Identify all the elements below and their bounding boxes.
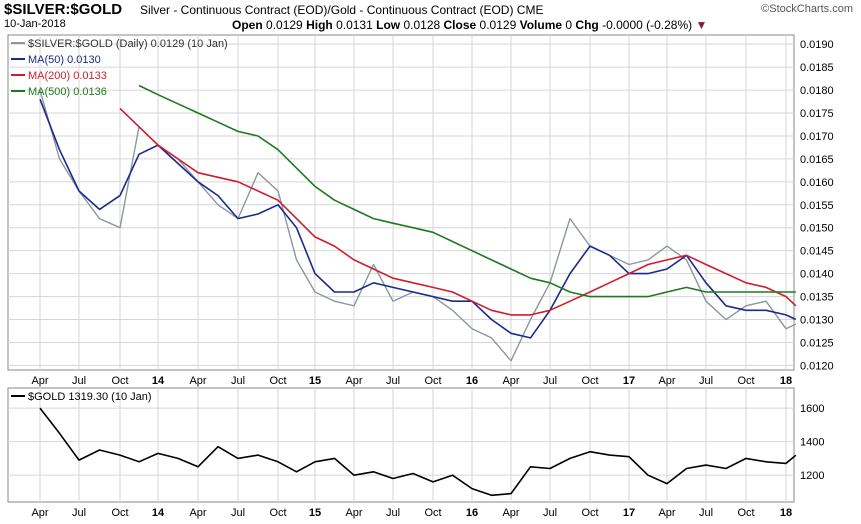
x-tick-label: Apr bbox=[189, 375, 206, 387]
x-tick-label: 14 bbox=[152, 375, 165, 387]
series-line-ma50 bbox=[39, 98, 797, 339]
y-tick-label: 0.0130 bbox=[800, 315, 834, 327]
legend-label-ma500: MA(500) 0.0136 bbox=[28, 86, 107, 98]
panel-frame-lower bbox=[7, 387, 795, 503]
x-tick-label: Jul bbox=[386, 375, 400, 387]
x-tick-label: Oct bbox=[737, 507, 754, 519]
x-tick-label: 17 bbox=[623, 375, 635, 387]
high-value: 0.0131 bbox=[336, 18, 373, 32]
x-tick-label: Oct bbox=[269, 375, 286, 387]
x-tick-label: 16 bbox=[466, 375, 478, 387]
x-tick-label: Jul bbox=[231, 375, 245, 387]
y-tick-label: 0.0170 bbox=[800, 131, 834, 143]
low-value: 0.0128 bbox=[403, 18, 441, 32]
x-tick-label: 17 bbox=[623, 507, 635, 519]
x-tick-label: Jul bbox=[543, 375, 557, 387]
symbol-description: Silver - Continuous Contract (EOD)/Gold … bbox=[140, 3, 544, 17]
x-tick-label: Apr bbox=[345, 507, 362, 519]
close-label: Close bbox=[443, 18, 477, 32]
x-tick-label: Oct bbox=[424, 507, 441, 519]
open-label: Open bbox=[232, 18, 263, 32]
x-tick-label: Oct bbox=[269, 507, 286, 519]
close-value: 0.0129 bbox=[479, 18, 517, 32]
x-tick-label: Jul bbox=[699, 375, 713, 387]
y-tick-label: 0.0190 bbox=[800, 39, 834, 51]
y-tick-label: 0.0165 bbox=[800, 154, 834, 166]
ohlc-readout: Open 0.0129 High 0.0131 Low 0.0128 Close… bbox=[232, 18, 707, 32]
x-tick-label: Oct bbox=[111, 507, 128, 519]
legend-label-ma200: MA(200) 0.0133 bbox=[28, 70, 107, 82]
series-line-ma500 bbox=[138, 84, 796, 298]
copyright-label[interactable]: ©StockCharts.com bbox=[761, 3, 853, 15]
y-tick-label: 1400 bbox=[800, 437, 824, 449]
quote-date: 10-Jan-2018 bbox=[4, 18, 66, 30]
series-line-gold bbox=[39, 407, 797, 497]
x-tick-label: Oct bbox=[424, 375, 441, 387]
low-label: Low bbox=[376, 18, 401, 32]
y-tick-label: 0.0175 bbox=[800, 108, 834, 120]
x-tick-label: Apr bbox=[31, 375, 48, 387]
x-tick-label: Jul bbox=[72, 507, 86, 519]
y-tick-label: 0.0155 bbox=[800, 200, 834, 212]
x-tick-label: Apr bbox=[502, 375, 519, 387]
y-tick-label: 1200 bbox=[800, 470, 824, 482]
x-tick-label: Oct bbox=[737, 375, 754, 387]
x-tick-label: Apr bbox=[189, 507, 206, 519]
x-tick-label: 16 bbox=[466, 507, 478, 519]
x-tick-label: Jul bbox=[543, 507, 557, 519]
y-tick-label: 0.0145 bbox=[800, 246, 834, 258]
legend-label-price: $SILVER:$GOLD (Daily) 0.0129 (10 Jan) bbox=[28, 38, 228, 50]
chg-value: -0.0000 (-0.28%) bbox=[602, 18, 693, 32]
x-tick-label: Jul bbox=[699, 507, 713, 519]
legend-label-gold: $GOLD 1319.30 (10 Jan) bbox=[28, 391, 152, 403]
y-tick-label: 0.0140 bbox=[800, 269, 834, 281]
x-tick-label: 15 bbox=[309, 507, 321, 519]
x-tick-label: Apr bbox=[502, 507, 519, 519]
y-tick-label: 0.0120 bbox=[800, 360, 834, 372]
x-tick-label: Oct bbox=[581, 375, 598, 387]
high-label: High bbox=[306, 18, 333, 32]
y-tick-label: 0.0185 bbox=[800, 62, 834, 74]
x-tick-label: 14 bbox=[152, 507, 165, 519]
x-tick-label: 18 bbox=[780, 375, 792, 387]
symbol-title: $SILVER:$GOLD bbox=[4, 1, 123, 18]
legend-label-ma50: MA(50) 0.0130 bbox=[28, 54, 101, 66]
y-tick-label: 0.0150 bbox=[800, 223, 834, 235]
x-tick-label: Apr bbox=[345, 375, 362, 387]
x-tick-label: Oct bbox=[111, 375, 128, 387]
x-tick-label: Jul bbox=[231, 507, 245, 519]
x-tick-label: Jul bbox=[386, 507, 400, 519]
x-tick-label: 18 bbox=[780, 507, 792, 519]
chg-label: Chg bbox=[575, 18, 599, 32]
x-tick-label: Oct bbox=[581, 507, 598, 519]
x-tick-label: Apr bbox=[658, 375, 675, 387]
y-tick-label: 0.0180 bbox=[800, 85, 834, 97]
y-tick-label: 0.0125 bbox=[800, 337, 834, 349]
down-arrow-icon: ▼ bbox=[695, 18, 708, 32]
volume-label: Volume bbox=[519, 18, 563, 32]
x-tick-label: Jul bbox=[72, 375, 86, 387]
x-tick-label: Apr bbox=[31, 507, 48, 519]
x-tick-label: 15 bbox=[309, 375, 321, 387]
y-tick-label: 0.0135 bbox=[800, 292, 834, 304]
x-tick-label: Apr bbox=[658, 507, 675, 519]
y-tick-label: 0.0160 bbox=[800, 177, 834, 189]
volume-value: 0 bbox=[565, 18, 573, 32]
series-line-ma200 bbox=[119, 107, 797, 316]
y-tick-label: 1600 bbox=[800, 403, 824, 415]
open-value: 0.0129 bbox=[266, 18, 303, 32]
panel-frame-upper bbox=[7, 34, 795, 371]
